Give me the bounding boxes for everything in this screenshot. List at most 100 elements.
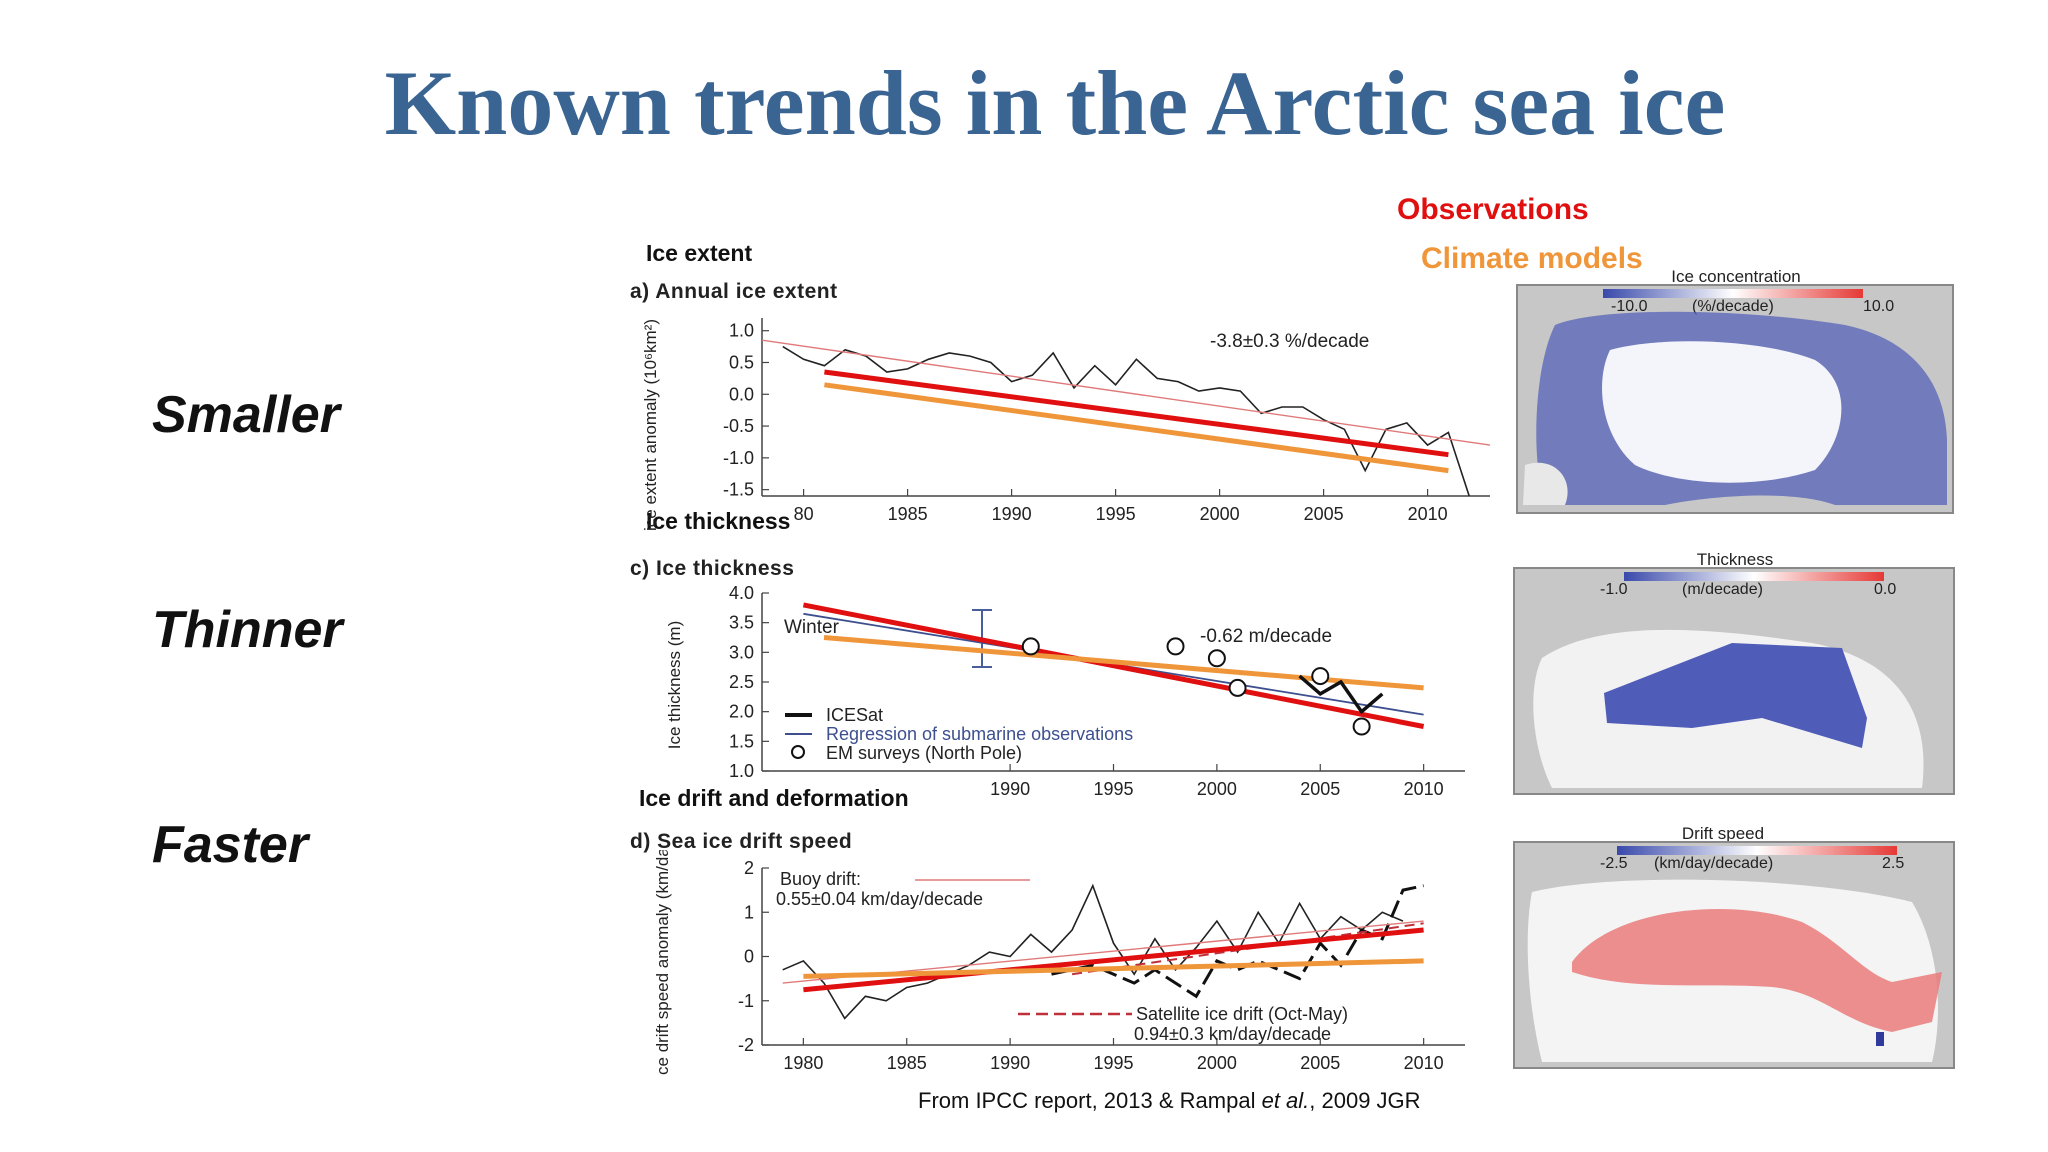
map-thickness-max: 0.0 [1874, 581, 1896, 598]
chart-d-x-tick-label: 2010 [1404, 1053, 1444, 1073]
chart-a-series-reference-trend [761, 339, 1491, 446]
map-ice-concentration-max: 10.0 [1863, 298, 1894, 315]
chart-d-x-tick-label: 1995 [1093, 1053, 1133, 1073]
chart-c-title: c) Ice thickness [630, 557, 795, 580]
map-drift-speed-title: Drift speed [1682, 824, 1764, 843]
chart-d-y-tick-label: 1 [744, 902, 754, 922]
legend-climate-models: Climate models [1421, 242, 1643, 275]
chart-d-y-tick-label: -1 [738, 991, 754, 1011]
chart-a-x-tick-label: 2005 [1304, 504, 1344, 524]
chart-a-series-anomaly [782, 345, 1470, 497]
map-drift-speed-min: -2.5 [1600, 855, 1628, 872]
chart-a: ice extent anomaly (10⁶km²) -3.8±0.3 %/d… [641, 318, 1491, 531]
chart-a-y-tick-label: -0.5 [723, 416, 754, 436]
chart-c: Ice thickness (m) -0.62 m/decade Winter … [665, 583, 1465, 799]
chart-c-y-tick-label: 2.5 [729, 672, 754, 692]
chart-d-y-tick-label: 0 [744, 947, 754, 967]
chart-c-x-tick-label: 2010 [1404, 779, 1444, 799]
section-ice-extent: Ice extent [646, 240, 753, 266]
chart-d-x-tick-label: 2000 [1197, 1053, 1237, 1073]
chart-c-x-tick-label: 2000 [1197, 779, 1237, 799]
map-thickness-title: Thickness [1697, 550, 1774, 569]
chart-c-y-tick-label: 2.0 [729, 702, 754, 722]
chart-c-em-survey-point [1021, 637, 1040, 656]
section-ice-thickness: Ice thickness [646, 508, 791, 534]
chart-a-x-tick-label: 80 [794, 504, 814, 524]
chart-c-ylabel: Ice thickness (m) [665, 621, 684, 749]
credit-italic: et al. [1261, 1088, 1310, 1113]
chart-d-series-satellite [1051, 884, 1424, 999]
map-ice-concentration: Ice concentration -10.0 (%/decade) 10.0 [1515, 265, 1957, 515]
credit-line: From IPCC report, 2013 & Rampal et al., … [918, 1088, 1421, 1114]
map-thickness: Thickness -1.0 (m/decade) 0.0 [1512, 548, 1958, 798]
label-smaller: Smaller [152, 386, 340, 444]
map-drift-speed: Drift speed -2.5 (km/day/decade) 2.5 [1512, 822, 1958, 1072]
chart-a-y-tick-label: -1.0 [723, 448, 754, 468]
chart-d-x-tick-label: 1980 [783, 1053, 823, 1073]
chart-a-ylabel: ice extent anomaly (10⁶km²) [641, 319, 660, 531]
chart-a-y-tick-label: 0.0 [729, 384, 754, 404]
chart-a-x-tick-label: 2000 [1200, 504, 1240, 524]
chart-c-x-tick-label: 2005 [1300, 779, 1340, 799]
chart-c-x-tick-label: 1990 [990, 779, 1030, 799]
map-drift-speed-unit: (km/day/decade) [1654, 855, 1773, 872]
chart-c-y-tick-label: 3.5 [729, 613, 754, 633]
chart-c-legend-em-swatch [791, 745, 805, 759]
chart-a-title: a) Annual ice extent [630, 280, 838, 303]
chart-c-legend-icesat: ICESat [826, 705, 883, 725]
map-thickness-decline-area [1604, 643, 1867, 748]
label-thinner: Thinner [152, 601, 343, 659]
chart-c-em-survey-point [1311, 667, 1330, 686]
chart-a-annotation: -3.8±0.3 %/decade [1210, 331, 1369, 352]
credit-suffix: , 2009 JGR [1309, 1088, 1421, 1113]
chart-d-title: d) Sea ice drift speed [630, 830, 853, 853]
chart-c-y-tick-label: 3.0 [729, 642, 754, 662]
section-ice-drift: Ice drift and deformation [639, 785, 909, 811]
chart-a-x-tick-label: 1985 [888, 504, 928, 524]
chart-d-series-buoy [782, 883, 1404, 1020]
map-thickness-colorbar [1624, 572, 1884, 581]
label-faster: Faster [152, 816, 309, 874]
chart-d-legend-buoy-rate: 0.55±0.04 km/day/decade [776, 889, 983, 909]
chart-c-em-survey-point [1228, 678, 1247, 697]
chart-d-series-observations-trend [803, 927, 1424, 993]
map-drift-speed-increase-area [1572, 909, 1942, 1032]
chart-c-em-survey-point [1166, 637, 1185, 656]
chart-c-em-survey-point [1207, 649, 1226, 668]
map-ice-concentration-colorbar [1603, 289, 1863, 298]
chart-d-ylabel: sea ice drift speed anomaly (km/day) [653, 850, 672, 1075]
map-thickness-graphic: Thickness -1.0 (m/decade) 0.0 [1513, 550, 1955, 795]
chart-d-y-tick-label: -2 [738, 1035, 754, 1055]
chart-a-y-tick-label: 0.5 [729, 353, 754, 373]
chart-a-series-observations-trend [824, 369, 1449, 458]
chart-c-annotation: -0.62 m/decade [1200, 626, 1332, 647]
chart-c-series-observations-trend [802, 602, 1425, 729]
map-ice-concentration-unit: (%/decade) [1692, 298, 1774, 315]
credit-prefix: From IPCC report, 2013 & Rampal [918, 1088, 1262, 1113]
chart-d-x-tick-label: 1990 [990, 1053, 1030, 1073]
chart-d: sea ice drift speed anomaly (km/day) 2 1 0… [653, 850, 1465, 1075]
chart-d-legend-satellite: Satellite ice drift (Oct-May) [1136, 1004, 1348, 1024]
map-thickness-unit: (m/decade) [1682, 581, 1763, 598]
map-drift-speed-blue-spot [1876, 1032, 1884, 1046]
chart-d-legend-satellite-rate: 0.94±0.3 km/day/decade [1134, 1024, 1331, 1044]
chart-c-legend-em: EM surveys (North Pole) [826, 743, 1022, 763]
chart-d-series-models-trend [803, 958, 1424, 979]
chart-a-y-tick-label: -1.5 [723, 480, 754, 500]
map-thickness-min: -1.0 [1600, 581, 1628, 598]
map-drift-speed-colorbar [1617, 846, 1897, 855]
chart-c-y-tick-label: 4.0 [729, 583, 754, 603]
chart-d-x-tick-label: 1985 [887, 1053, 927, 1073]
slide-title: Known trends in the Arctic sea ice [384, 52, 1726, 154]
chart-d-y-tick-label: 2 [744, 858, 754, 878]
chart-a-x-tick-label: 1990 [992, 504, 1032, 524]
chart-a-x-tick-label: 1995 [1096, 504, 1136, 524]
chart-a-x-tick-label: 2010 [1408, 504, 1448, 524]
chart-c-legend-submarine: Regression of submarine observations [826, 724, 1133, 744]
legend-observations: Observations [1397, 193, 1589, 226]
chart-c-winter-label: Winter [784, 617, 840, 638]
chart-a-y-tick-label: 1.0 [729, 321, 754, 341]
chart-d-legend-buoy: Buoy drift: [780, 869, 861, 889]
chart-c-y-tick-label: 1.0 [729, 761, 754, 781]
map-ice-concentration-min: -10.0 [1611, 298, 1648, 315]
